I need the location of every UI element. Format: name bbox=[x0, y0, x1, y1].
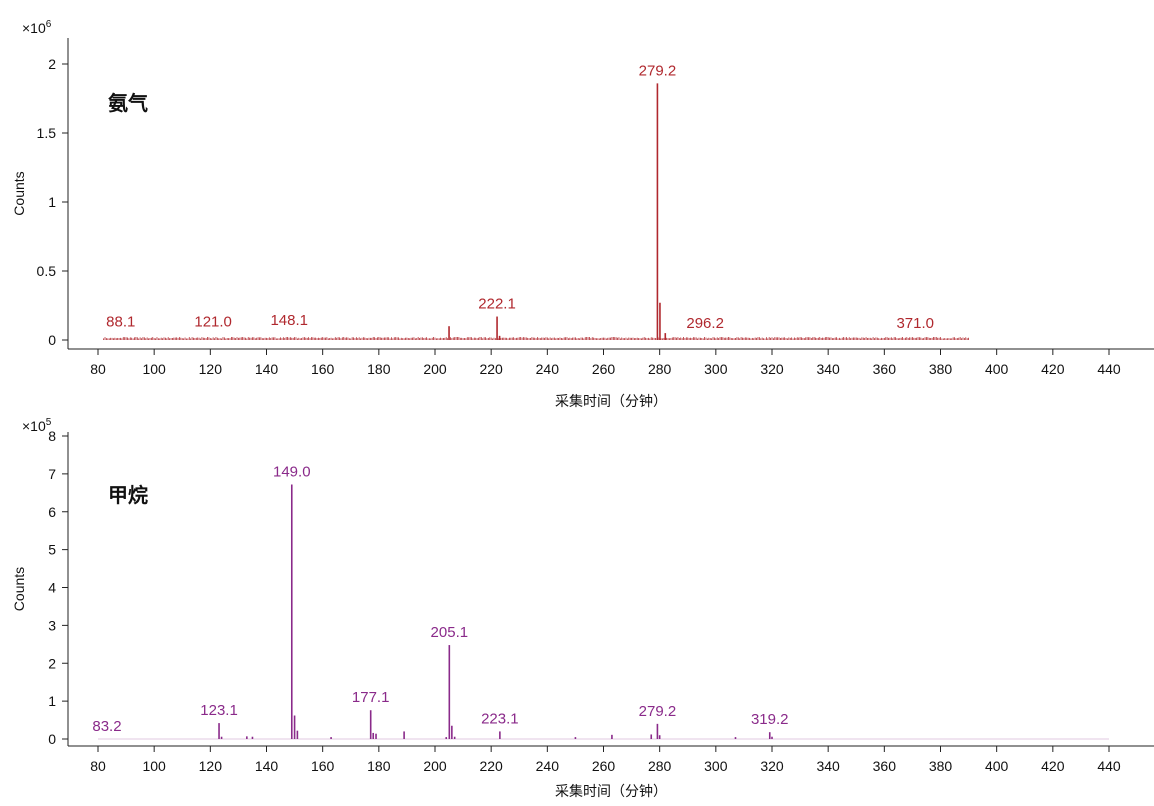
x-tick-label: 260 bbox=[592, 758, 616, 774]
y-tick-label: 1.5 bbox=[37, 125, 57, 141]
peak-label: 319.2 bbox=[751, 711, 789, 728]
y-tick-label: 0 bbox=[48, 731, 56, 747]
peak-label: 279.2 bbox=[639, 62, 677, 79]
x-tick-label: 440 bbox=[1097, 361, 1121, 377]
x-tick-label: 420 bbox=[1041, 361, 1065, 377]
x-tick-label: 360 bbox=[873, 758, 897, 774]
x-tick-label: 280 bbox=[648, 758, 672, 774]
x-tick-label: 340 bbox=[816, 361, 840, 377]
peak-label: 223.1 bbox=[481, 710, 519, 727]
peak-label: 222.1 bbox=[478, 296, 516, 313]
peak-label: 177.1 bbox=[352, 689, 390, 706]
peak-label: 205.1 bbox=[431, 624, 469, 641]
x-tick-label: 120 bbox=[199, 758, 223, 774]
scale-exponent: 6 bbox=[46, 19, 52, 30]
x-tick-label: 220 bbox=[479, 361, 503, 377]
x-tick-label: 380 bbox=[929, 361, 953, 377]
peak-label: 279.2 bbox=[639, 703, 677, 720]
x-tick-label: 220 bbox=[479, 758, 503, 774]
x-axis-title: 采集时间（分钟） bbox=[555, 783, 667, 799]
y-axis-title: Counts bbox=[11, 171, 27, 215]
x-tick-label: 140 bbox=[255, 361, 279, 377]
y-tick-label: 0 bbox=[48, 332, 56, 348]
y-tick-label: 5 bbox=[48, 542, 56, 558]
peak-label: 83.2 bbox=[92, 718, 121, 735]
x-tick-label: 100 bbox=[142, 758, 166, 774]
scale-exponent: 5 bbox=[46, 417, 52, 428]
y-tick-label: 8 bbox=[48, 428, 56, 444]
y-tick-label: 2 bbox=[48, 56, 56, 72]
gas-label: 氨气 bbox=[108, 91, 148, 115]
x-tick-label: 320 bbox=[760, 758, 784, 774]
x-tick-label: 300 bbox=[704, 758, 728, 774]
peak-label: 149.0 bbox=[273, 463, 311, 480]
x-tick-label: 100 bbox=[142, 361, 166, 377]
x-axis-title: 采集时间（分钟） bbox=[555, 393, 667, 409]
x-tick-label: 180 bbox=[367, 361, 391, 377]
x-tick-label: 80 bbox=[90, 758, 106, 774]
y-tick-label: 4 bbox=[48, 580, 56, 596]
y-scale-exponent: ×105 bbox=[22, 417, 52, 434]
x-tick-label: 240 bbox=[536, 758, 560, 774]
x-tick-label: 400 bbox=[985, 361, 1009, 377]
y-axis-title: Counts bbox=[11, 567, 27, 611]
y-tick-label: 0.5 bbox=[37, 263, 57, 279]
scale-base: ×10 bbox=[22, 418, 46, 434]
x-tick-label: 440 bbox=[1097, 758, 1121, 774]
x-tick-label: 380 bbox=[929, 758, 953, 774]
peak-label: 88.1 bbox=[106, 313, 135, 330]
gas-label: 甲烷 bbox=[108, 483, 148, 507]
x-tick-label: 180 bbox=[367, 758, 391, 774]
x-tick-label: 200 bbox=[423, 361, 447, 377]
x-tick-label: 140 bbox=[255, 758, 279, 774]
peak-label: 121.0 bbox=[194, 313, 232, 330]
x-tick-label: 300 bbox=[704, 361, 728, 377]
peak-label: 371.0 bbox=[896, 315, 934, 332]
x-tick-label: 240 bbox=[536, 361, 560, 377]
y-tick-label: 1 bbox=[48, 194, 56, 210]
y-scale-exponent: ×106 bbox=[22, 19, 52, 36]
x-tick-label: 260 bbox=[592, 361, 616, 377]
peak-label: 148.1 bbox=[270, 312, 308, 329]
y-tick-label: 1 bbox=[48, 693, 56, 709]
y-tick-label: 3 bbox=[48, 617, 56, 633]
x-tick-label: 340 bbox=[816, 758, 840, 774]
x-tick-label: 160 bbox=[311, 361, 335, 377]
peak-label: 296.2 bbox=[686, 315, 724, 332]
peak-label: 123.1 bbox=[200, 702, 238, 719]
x-tick-label: 420 bbox=[1041, 758, 1065, 774]
y-tick-label: 6 bbox=[48, 504, 56, 520]
x-tick-label: 320 bbox=[760, 361, 784, 377]
x-tick-label: 200 bbox=[423, 758, 447, 774]
x-tick-label: 120 bbox=[199, 361, 223, 377]
x-tick-label: 160 bbox=[311, 758, 335, 774]
x-tick-label: 80 bbox=[90, 361, 106, 377]
scale-base: ×10 bbox=[22, 20, 46, 36]
y-tick-label: 2 bbox=[48, 655, 56, 671]
x-tick-label: 360 bbox=[873, 361, 897, 377]
x-tick-label: 400 bbox=[985, 758, 1009, 774]
x-tick-label: 280 bbox=[648, 361, 672, 377]
y-tick-label: 7 bbox=[48, 466, 56, 482]
